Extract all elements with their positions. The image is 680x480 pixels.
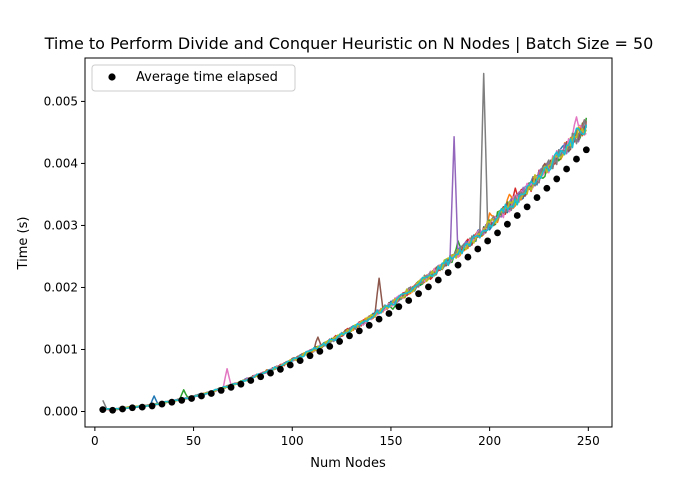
average-point xyxy=(148,402,156,410)
average-point xyxy=(434,276,442,284)
average-point xyxy=(286,361,294,369)
x-axis-label: Num Nodes xyxy=(310,456,386,471)
average-point xyxy=(128,404,136,412)
average-point xyxy=(503,220,511,228)
plot-frame xyxy=(84,57,613,428)
average-point xyxy=(375,315,383,323)
average-point xyxy=(484,237,492,245)
average-point xyxy=(138,403,146,411)
average-point xyxy=(296,357,304,365)
trial-line-4 xyxy=(102,119,587,411)
x-tick-label: 200 xyxy=(478,434,501,448)
average-point xyxy=(168,398,176,406)
average-point xyxy=(237,380,245,388)
x-tick-label: 100 xyxy=(281,434,304,448)
y-tick-label: 0.005 xyxy=(44,94,78,108)
trial-line-2 xyxy=(102,123,587,411)
trial-line-5 xyxy=(102,119,588,411)
trial-line-3 xyxy=(102,117,588,411)
average-point xyxy=(454,261,462,269)
chart-title: Time to Perform Divide and Conquer Heuri… xyxy=(44,34,654,53)
average-point xyxy=(405,297,413,304)
legend-label: Average time elapsed xyxy=(136,70,278,85)
trial-line-7 xyxy=(102,116,587,411)
average-point xyxy=(415,290,422,298)
average-point xyxy=(573,155,580,163)
average-point xyxy=(277,365,284,373)
average-point xyxy=(494,229,501,237)
average-point xyxy=(464,253,472,261)
average-point xyxy=(553,175,561,183)
average-point xyxy=(533,194,541,201)
average-point xyxy=(158,400,166,408)
y-tick-label: 0.004 xyxy=(44,156,78,170)
plot-area xyxy=(99,72,590,414)
average-point xyxy=(99,406,107,414)
average-point xyxy=(355,327,363,335)
average-point xyxy=(217,387,225,394)
average-point xyxy=(395,303,403,311)
average-point xyxy=(336,338,344,345)
average-point xyxy=(346,332,353,340)
average-point xyxy=(188,395,195,402)
average-point xyxy=(543,184,551,192)
x-tick-label: 0 xyxy=(91,434,99,448)
legend-marker xyxy=(108,73,116,81)
y-tick-label: 0.003 xyxy=(44,218,78,232)
average-point xyxy=(257,373,265,381)
legend: Average time elapsed xyxy=(91,64,296,92)
average-point xyxy=(119,405,126,413)
average-point xyxy=(523,203,531,211)
average-point xyxy=(563,165,571,173)
trial-line-1 xyxy=(102,125,587,411)
average-point xyxy=(316,347,324,355)
average-point xyxy=(178,396,186,404)
trial-line-6 xyxy=(102,121,588,411)
y-tick-label: 0.000 xyxy=(44,404,78,418)
legend-box xyxy=(91,64,296,92)
average-point xyxy=(267,369,274,377)
x-tick-label: 150 xyxy=(379,434,402,448)
average-point xyxy=(385,310,393,317)
average-point xyxy=(109,406,117,414)
average-point xyxy=(207,390,215,397)
average-point xyxy=(326,342,334,350)
average-point xyxy=(474,245,482,253)
x-tick-label: 50 xyxy=(186,434,201,448)
trial-line-8 xyxy=(102,72,588,411)
average-point xyxy=(227,383,235,391)
y-tick-label: 0.001 xyxy=(44,342,78,356)
average-point xyxy=(582,146,590,154)
x-tick-label: 250 xyxy=(577,434,600,448)
average-point xyxy=(513,212,521,219)
y-tick-label: 0.002 xyxy=(44,280,78,294)
average-point xyxy=(198,392,205,400)
average-point xyxy=(306,352,314,360)
y-axis-label: Time (s) xyxy=(16,217,31,271)
average-point xyxy=(444,269,452,276)
y-axis: 0.000 0.001 0.002 0.003 0.004 0.005 xyxy=(44,94,85,418)
average-point xyxy=(247,377,255,384)
trial-line-9 xyxy=(102,126,587,411)
average-point xyxy=(425,283,432,291)
trial-line-10 xyxy=(102,124,588,411)
x-axis: 0 50 100 150 200 250 xyxy=(91,427,600,448)
average-point xyxy=(365,321,373,329)
